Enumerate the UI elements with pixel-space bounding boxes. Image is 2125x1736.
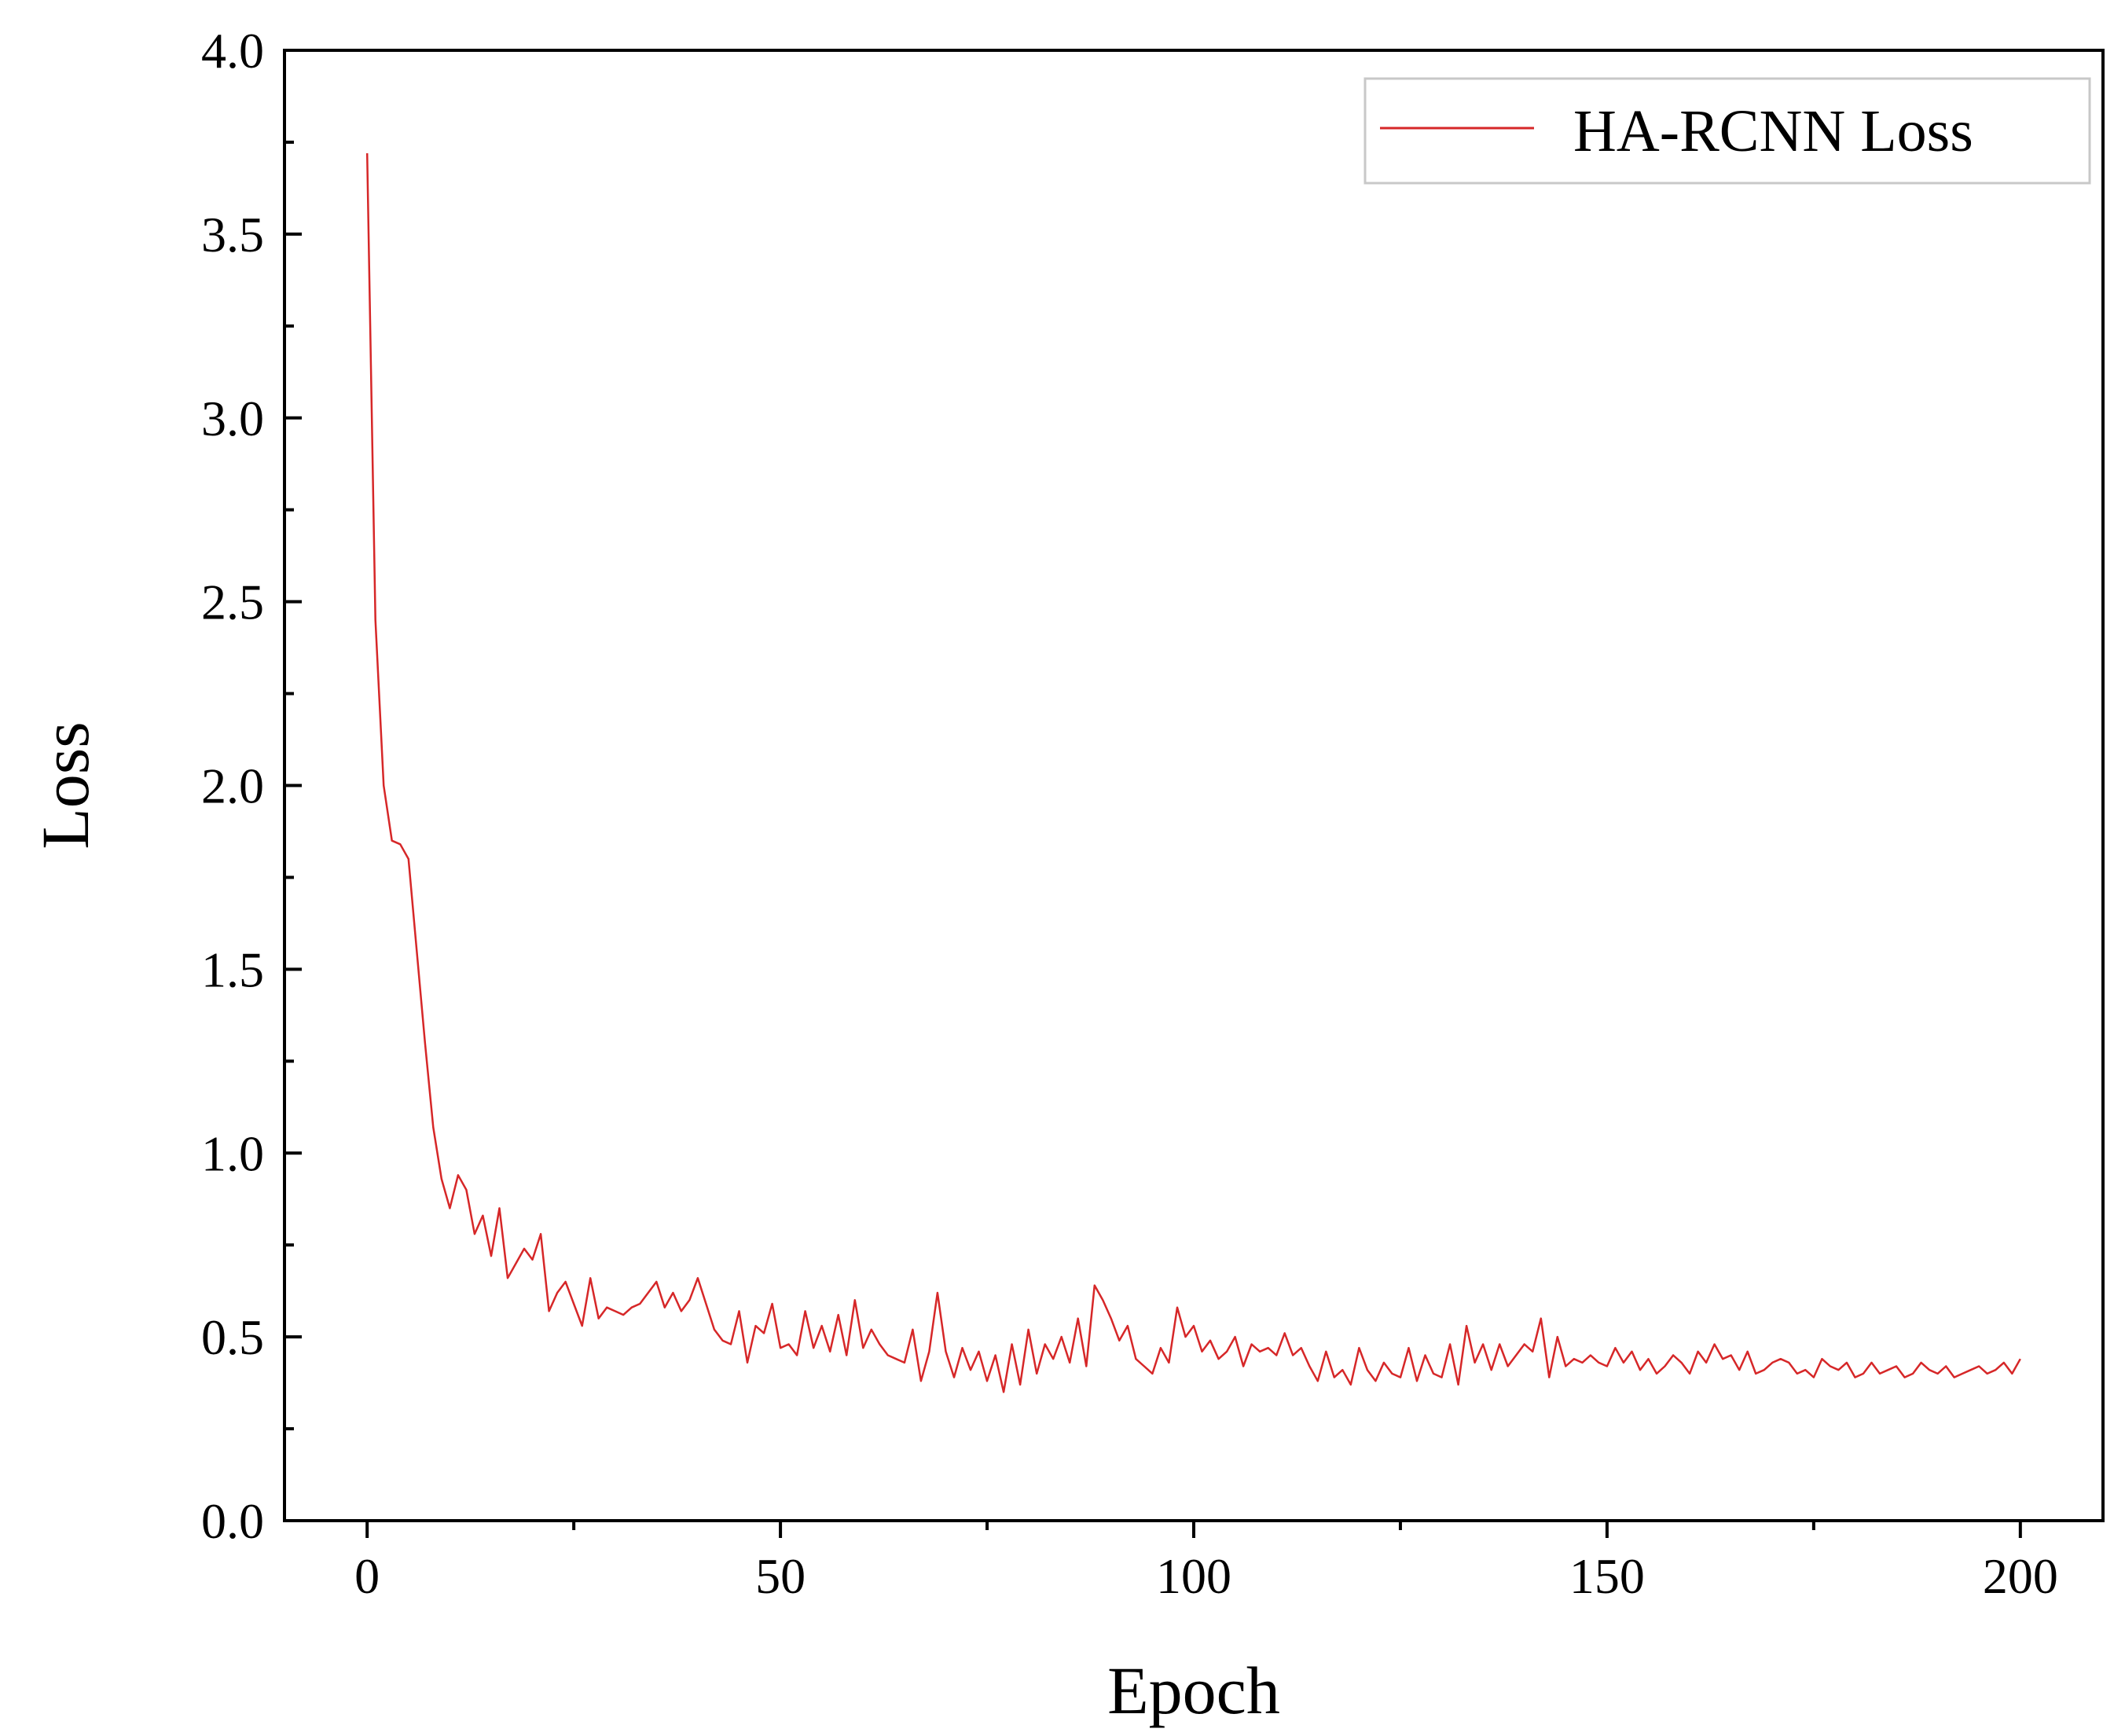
x-tick-label: 50 xyxy=(755,1548,806,1604)
x-tick-label: 150 xyxy=(1569,1548,1645,1604)
x-axis-title: Epoch xyxy=(1107,1653,1280,1728)
y-tick-label: 2.5 xyxy=(201,574,264,630)
y-tick-label: 2.0 xyxy=(201,758,264,814)
x-axis: 0 50 100 150 200 xyxy=(354,1521,2058,1604)
legend: HA-RCNN Loss xyxy=(1363,77,2091,185)
y-axis: 0.0 0.5 1.0 1.5 2.0 2.5 3.0 3.5 4.0 xyxy=(201,23,302,1549)
series-line xyxy=(365,152,2021,1393)
y-axis-title: Loss xyxy=(28,721,103,849)
legend-box xyxy=(1363,77,2091,185)
y-tick-label: 4.0 xyxy=(201,23,264,79)
y-tick-label: 3.5 xyxy=(201,207,264,262)
plot-frame xyxy=(283,49,2105,1522)
x-tick-label: 200 xyxy=(1983,1548,2058,1604)
x-tick-label: 0 xyxy=(354,1548,380,1604)
y-tick-label: 1.0 xyxy=(201,1125,264,1181)
plot-border xyxy=(283,49,2105,1522)
y-tick-label: 1.5 xyxy=(201,941,264,997)
legend-label: HA-RCNN Loss xyxy=(1573,98,1973,164)
y-tick-label: 0.0 xyxy=(201,1493,264,1549)
x-tick-label: 100 xyxy=(1156,1548,1231,1604)
series-layer xyxy=(365,152,2021,1393)
y-tick-label: 0.5 xyxy=(201,1309,264,1365)
y-tick-label: 3.0 xyxy=(201,391,264,446)
